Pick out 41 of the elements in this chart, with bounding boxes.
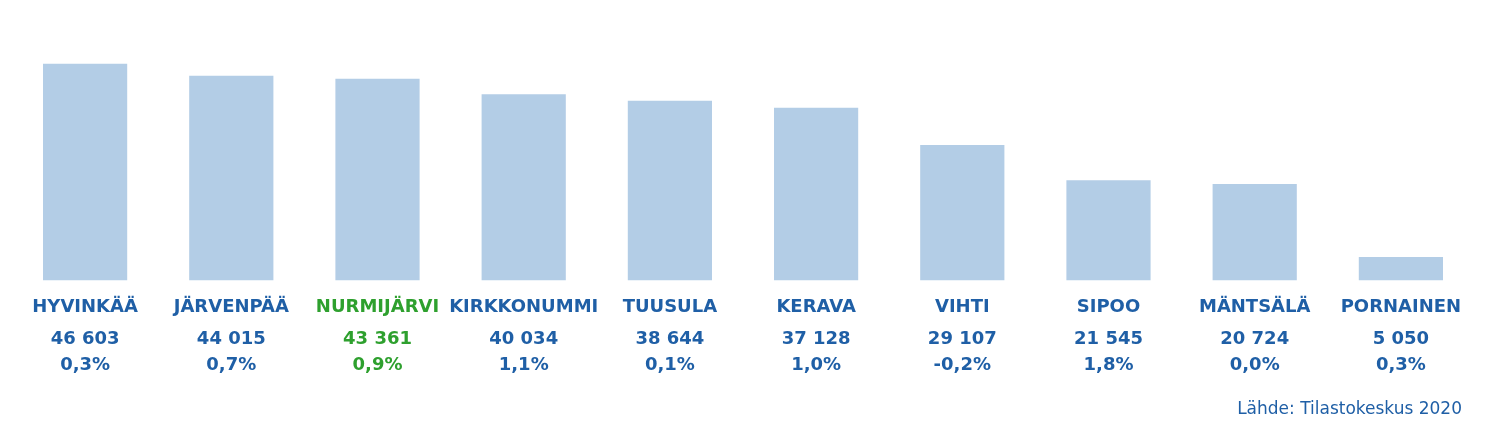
text: 1,1%	[498, 352, 549, 374]
text: 1,8%	[1083, 352, 1134, 374]
bar	[189, 75, 274, 281]
text: 0,3%	[60, 352, 111, 374]
x-tick-label: SIPOO	[1076, 294, 1141, 316]
x-tick-label: TUUSULA	[622, 294, 718, 316]
bar	[627, 100, 713, 281]
data-label: 38 644	[635, 326, 705, 348]
x-tick-label: HYVINKÄÄ	[32, 294, 138, 316]
data-label: 20 724	[1220, 326, 1290, 348]
x-tick-label: KERAVA	[776, 294, 856, 316]
x-tick-label: PORNAINEN	[1340, 294, 1462, 316]
data-label: 21 545	[1074, 326, 1143, 348]
text: Lähde: Tilastokeskus 2020	[1237, 397, 1462, 418]
text: 0,7%	[206, 352, 257, 374]
data-label: 5 050	[1372, 326, 1430, 348]
bar	[335, 78, 420, 281]
data-label: 44 015	[196, 326, 266, 348]
text: -0,2%	[933, 352, 991, 374]
x-tick-label: JÄRVENPÄÄ	[171, 294, 289, 316]
data-label: 37 128	[781, 326, 851, 348]
data-label: 29 107	[927, 326, 997, 348]
text: 0,1%	[644, 352, 695, 374]
bar	[920, 145, 1005, 281]
bar	[1358, 256, 1444, 281]
x-tick-label: MÄNTSÄLÄ	[1198, 294, 1311, 316]
bar	[42, 63, 128, 281]
text: 1,0%	[791, 352, 842, 374]
x-tick-label: KIRKKONUMMI	[449, 294, 599, 316]
text: 0,3%	[1375, 352, 1426, 374]
data-label: 43 361	[343, 326, 412, 348]
bar	[1066, 180, 1151, 281]
x-tick-label: VIHTI	[934, 294, 990, 316]
bar	[773, 107, 859, 281]
data-label: 40 034	[489, 326, 559, 348]
bar	[1212, 184, 1297, 281]
bar	[481, 94, 566, 281]
x-tick-label: NURMIJÄRVI	[315, 294, 440, 316]
data-label: 46 603	[50, 326, 120, 348]
text: 0,9%	[352, 352, 403, 374]
text: 0,0%	[1229, 352, 1280, 374]
